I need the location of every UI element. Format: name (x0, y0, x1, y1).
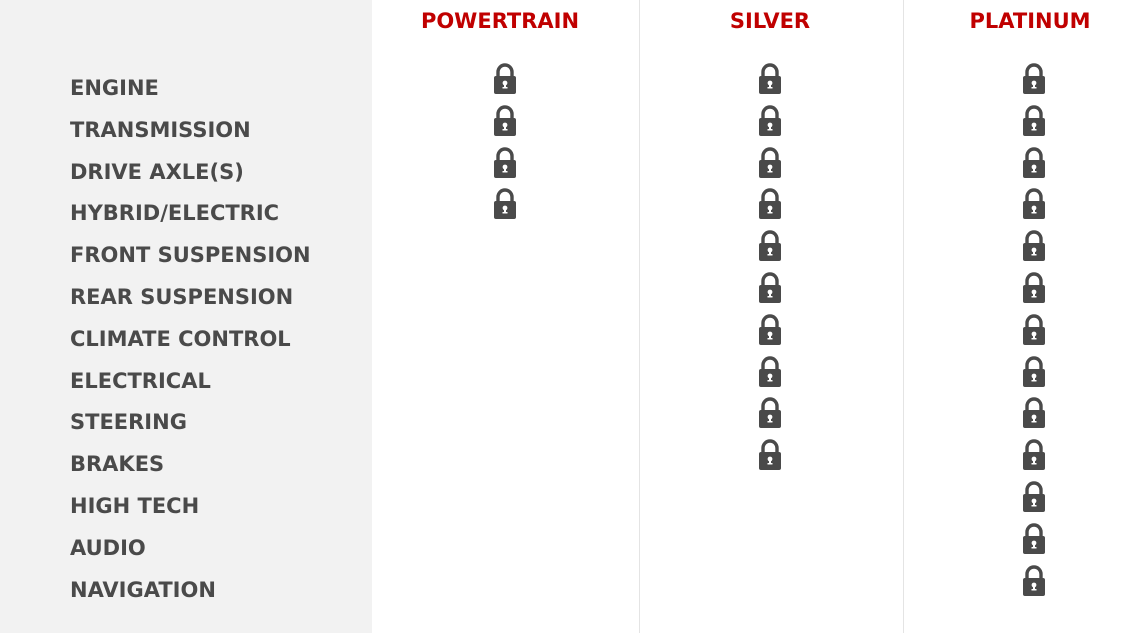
lock-icon (758, 397, 782, 429)
plan-header-silver: SILVER (729, 9, 811, 33)
column-divider (903, 0, 904, 633)
feature-label: HIGH TECH (70, 494, 200, 518)
feature-label: AUDIO (70, 535, 146, 560)
feature-label: CLIMATE CONTROL (70, 326, 291, 351)
lock-icon (1022, 355, 1046, 388)
lock-icon (493, 63, 517, 95)
lock-icon (1022, 105, 1046, 137)
lock-icon (1022, 314, 1046, 346)
lock-icon (1022, 230, 1046, 262)
feature-label: ENGINE (70, 76, 159, 100)
lock-icon (758, 439, 782, 471)
feature-label: REAR SUSPENSION (70, 285, 294, 309)
feature-label: DRIVE AXLE(S) (70, 159, 244, 184)
lock-icon (758, 272, 782, 304)
lock-icon (1022, 564, 1046, 597)
lock-icon (1022, 523, 1046, 555)
lock-icon (1022, 397, 1046, 429)
feature-label: BRAKES (70, 452, 165, 477)
lock-icon (1022, 63, 1046, 95)
lock-icon (493, 146, 517, 179)
lock-icon (1022, 272, 1046, 304)
feature-label: ELECTRICAL (70, 368, 211, 393)
lock-icon (493, 188, 517, 220)
lock-icon (758, 314, 782, 346)
feature-label-panel (0, 0, 372, 633)
lock-icon (758, 188, 782, 220)
lock-icon (758, 146, 782, 179)
feature-label: FRONT SUSPENSION (70, 243, 311, 268)
plan-header-powertrain: POWERTRAIN (420, 9, 580, 33)
lock-icon (758, 230, 782, 262)
lock-icon (758, 105, 782, 137)
feature-label: NAVIGATION (70, 577, 216, 602)
lock-icon (758, 63, 782, 95)
feature-label: HYBRID/ELECTRIC (70, 201, 280, 226)
lock-icon (1022, 481, 1046, 513)
column-divider (639, 0, 640, 633)
lock-icon (1022, 188, 1046, 220)
feature-label: TRANSMISSION (70, 117, 251, 142)
lock-icon (1022, 146, 1046, 179)
lock-icon (493, 105, 517, 137)
plan-header-platinum: PLATINUM (969, 9, 1091, 33)
lock-icon (758, 355, 782, 388)
feature-label: STEERING (70, 410, 187, 435)
lock-icon (1022, 439, 1046, 471)
